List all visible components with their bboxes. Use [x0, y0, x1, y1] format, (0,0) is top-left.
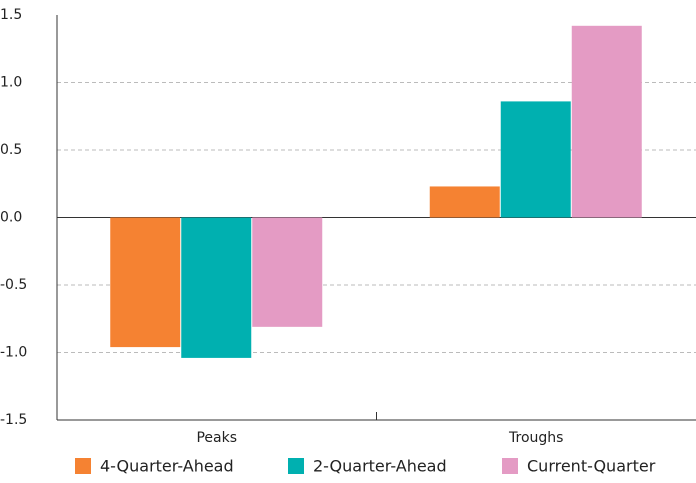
bar	[571, 25, 642, 218]
y-tick-label: 0.0	[0, 210, 22, 226]
bar	[181, 217, 252, 358]
legend-swatch	[502, 458, 518, 474]
y-tick-label: 0.5	[0, 142, 22, 158]
bar	[500, 101, 571, 218]
legend-swatch	[75, 458, 91, 474]
y-tick-label: -1.5	[0, 412, 27, 428]
legend-swatch	[288, 458, 304, 474]
x-tick-label: Troughs	[508, 430, 563, 446]
bar	[429, 186, 500, 218]
y-tick-label: 1.5	[0, 7, 22, 23]
legend-label: Current-Quarter	[527, 457, 656, 476]
y-tick-label: -1.0	[0, 345, 27, 361]
y-tick-label: -0.5	[0, 277, 27, 293]
bar	[110, 217, 181, 348]
bar	[252, 217, 323, 327]
x-tick-label: Peaks	[196, 430, 237, 446]
legend-label: 2-Quarter-Ahead	[313, 457, 447, 476]
legend-label: 4-Quarter-Ahead	[100, 457, 234, 476]
y-tick-label: 1.0	[0, 75, 22, 91]
